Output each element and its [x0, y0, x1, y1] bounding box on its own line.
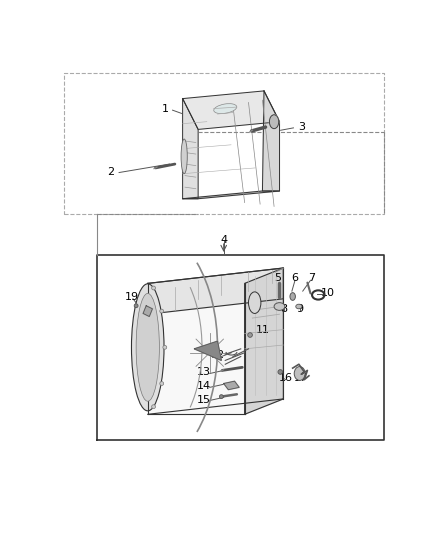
Polygon shape — [148, 268, 283, 314]
Ellipse shape — [131, 284, 164, 411]
Text: 10: 10 — [321, 288, 335, 298]
Ellipse shape — [163, 345, 167, 349]
Polygon shape — [183, 99, 198, 199]
Ellipse shape — [160, 309, 164, 313]
Text: 8: 8 — [281, 304, 288, 314]
Text: 9: 9 — [296, 304, 303, 314]
Polygon shape — [245, 268, 283, 414]
Text: 5: 5 — [275, 273, 282, 283]
Text: 14: 14 — [197, 381, 211, 391]
Text: 12: 12 — [210, 350, 225, 360]
Ellipse shape — [214, 103, 237, 114]
Text: 2: 2 — [107, 167, 114, 177]
Text: 6: 6 — [292, 273, 299, 283]
Ellipse shape — [274, 303, 285, 310]
Text: 7: 7 — [308, 273, 316, 283]
Ellipse shape — [248, 333, 252, 337]
Text: 17: 17 — [294, 373, 308, 383]
Ellipse shape — [294, 367, 305, 381]
Text: 15: 15 — [197, 394, 211, 405]
Ellipse shape — [248, 292, 261, 313]
Text: 19: 19 — [125, 292, 139, 302]
Ellipse shape — [160, 382, 164, 385]
Polygon shape — [148, 284, 245, 414]
Polygon shape — [224, 381, 239, 390]
Polygon shape — [194, 341, 221, 360]
Ellipse shape — [290, 293, 295, 301]
Ellipse shape — [136, 294, 159, 401]
Polygon shape — [143, 306, 152, 317]
Ellipse shape — [152, 405, 155, 409]
Text: 4: 4 — [220, 235, 227, 245]
Text: 3: 3 — [298, 122, 305, 132]
Text: 11: 11 — [255, 325, 269, 335]
Text: 13: 13 — [197, 367, 211, 377]
Ellipse shape — [278, 370, 283, 374]
Text: 18: 18 — [139, 292, 153, 302]
Text: 1: 1 — [162, 103, 169, 114]
Ellipse shape — [181, 139, 187, 174]
Ellipse shape — [219, 394, 223, 399]
Polygon shape — [183, 191, 279, 199]
Ellipse shape — [296, 304, 302, 309]
Polygon shape — [183, 91, 279, 130]
Ellipse shape — [152, 286, 155, 290]
Polygon shape — [262, 91, 279, 191]
Ellipse shape — [134, 304, 138, 308]
Ellipse shape — [269, 115, 279, 128]
Text: 16: 16 — [279, 373, 293, 383]
